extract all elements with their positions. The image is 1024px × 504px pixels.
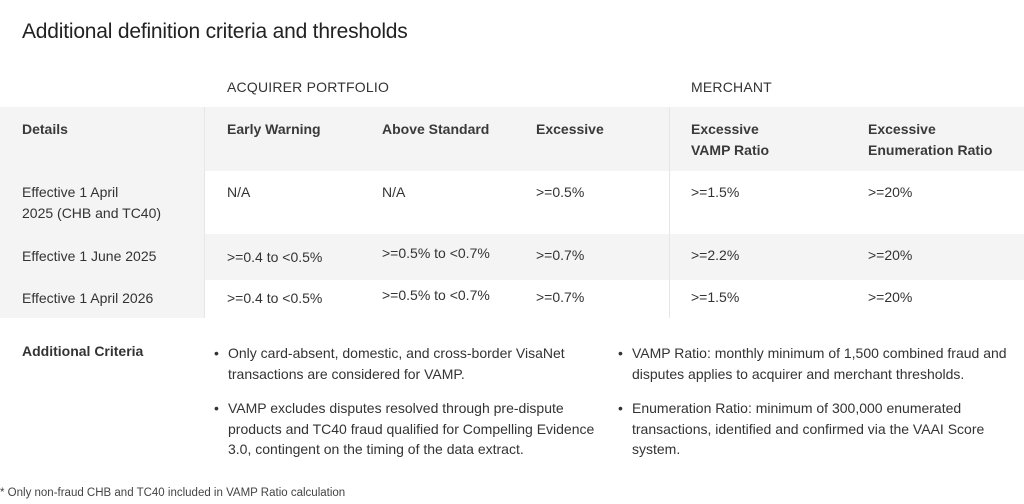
row3-details: Effective 1 April 2026 [22,290,154,306]
details-line: 2025 (CHB and TC40) [22,205,162,221]
merchant-heading: MERCHANT [691,79,772,95]
header-line: Excessive [691,121,759,137]
header-excessive-enumeration-ratio: Excessive Enumeration Ratio [868,119,992,161]
column-divider [204,107,205,318]
row2-vamp-ratio: >=2.2% [691,247,740,263]
row1-details: Effective 1 April 2025 (CHB and TC40) [22,182,161,224]
row3-enumeration-ratio: >=20% [868,289,913,305]
row3-early-warning: >=0.4 to <0.5% [227,290,323,306]
criteria-list-right: VAMP Ratio: monthly minimum of 1,500 com… [616,343,1012,474]
footnote: * Only non-fraud CHB and TC40 included i… [0,487,346,499]
table-cell-bg [205,171,669,234]
row2-enumeration-ratio: >=20% [868,247,913,263]
header-line: Excessive [868,121,936,137]
criteria-item: VAMP excludes disputes resolved through … [212,398,602,460]
additional-criteria-label: Additional Criteria [22,343,144,359]
row1-vamp-ratio: >=1.5% [691,184,740,200]
page-title: Additional definition criteria and thres… [22,20,408,43]
header-line: Enumeration Ratio [868,142,993,158]
row2-early-warning: >=0.4 to <0.5% [227,249,323,265]
header-excessive: Excessive [536,121,604,137]
criteria-item: VAMP Ratio: monthly minimum of 1,500 com… [616,343,1012,384]
details-line: Effective 1 April [22,184,119,200]
row2-above-standard: >=0.5% to <0.7% [382,245,490,261]
acquirer-portfolio-heading: ACQUIRER PORTFOLIO [227,79,390,95]
table-cell-bg [205,280,669,318]
header-line: VAMP Ratio [691,142,770,158]
criteria-item: Only card-absent, domestic, and cross-bo… [212,343,602,384]
column-divider [669,107,670,318]
criteria-item: Enumeration Ratio: minimum of 300,000 en… [616,398,1012,460]
row3-vamp-ratio: >=1.5% [691,289,740,305]
row2-details: Effective 1 June 2025 [22,248,157,264]
row2-excessive: >=0.7% [536,247,585,263]
header-early-warning: Early Warning [227,121,321,137]
row3-above-standard: >=0.5% to <0.7% [382,287,490,303]
table-band [0,107,1024,318]
table-cell-bg [670,171,1024,234]
table-cell-bg [670,280,1024,318]
row1-enumeration-ratio: >=20% [868,184,913,200]
row1-early-warning: N/A [227,184,251,200]
header-excessive-vamp-ratio: Excessive VAMP Ratio [691,119,769,161]
row1-above-standard: N/A [382,184,406,200]
row3-excessive: >=0.7% [536,289,585,305]
criteria-list-left: Only card-absent, domestic, and cross-bo… [212,343,602,474]
header-above-standard: Above Standard [382,121,490,137]
header-details: Details [22,121,68,137]
row1-excessive: >=0.5% [536,184,585,200]
